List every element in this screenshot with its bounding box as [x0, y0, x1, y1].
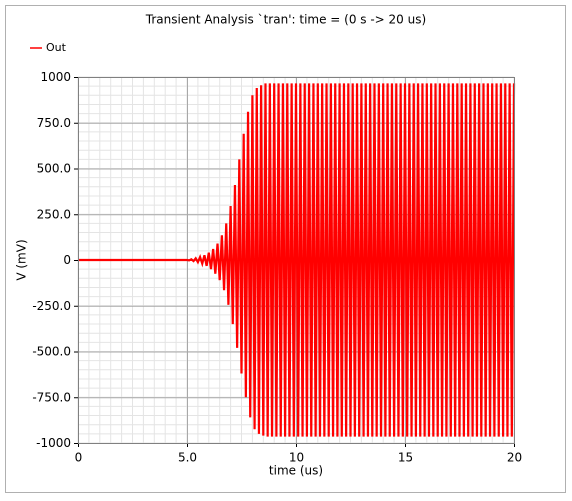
x-tick-label: 15: [398, 451, 413, 465]
y-tick-label: 250.0: [37, 207, 71, 221]
data-line: [78, 83, 516, 437]
y-axis-label: V (mV): [15, 239, 29, 280]
y-tick-label: 750.0: [37, 116, 71, 130]
x-tick-label: 0: [75, 451, 83, 465]
y-tick-label: -500.0: [32, 345, 71, 359]
x-tick-label: 20: [507, 451, 522, 465]
y-tick-label: 1000: [40, 70, 71, 84]
chart-title: Transient Analysis `tran': time = (0 s -…: [145, 13, 426, 27]
legend-label: Out: [46, 41, 67, 54]
y-tick-label: -1000: [36, 436, 71, 450]
y-tick-label: -250.0: [32, 299, 71, 313]
x-tick-label: 5.0: [178, 451, 197, 465]
y-tick-label: 0: [63, 253, 71, 267]
plot-border: [78, 77, 515, 444]
y-tick-label: -750.0: [32, 390, 71, 404]
x-tick-label: 10: [289, 451, 304, 465]
y-tick-label: 500.0: [37, 162, 71, 176]
x-axis-label: time (us): [269, 464, 323, 478]
